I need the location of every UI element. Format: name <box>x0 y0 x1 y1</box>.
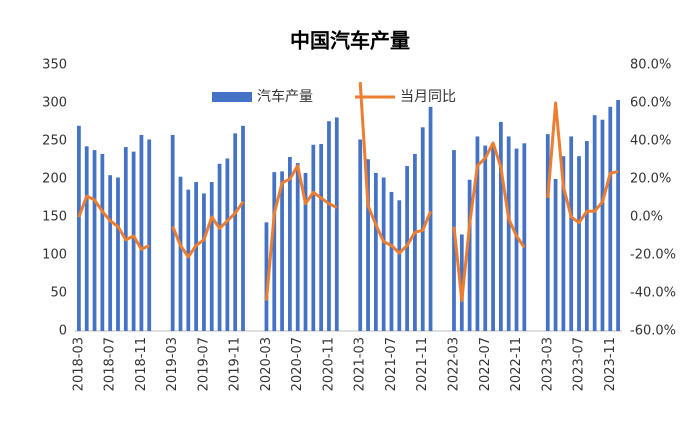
line <box>77 82 619 303</box>
bar <box>170 134 175 331</box>
bar <box>506 136 511 331</box>
y2-tick-label: 20.0% <box>630 172 671 187</box>
bar <box>303 172 308 331</box>
bar <box>108 175 113 331</box>
bar <box>116 177 120 331</box>
bar <box>288 156 292 331</box>
y2-tick-label: -60.0% <box>630 324 676 339</box>
y2-tick-label: 60.0% <box>630 96 671 111</box>
bar <box>475 136 480 331</box>
bar <box>577 156 581 331</box>
y2-tick-label: 80.0% <box>630 58 671 73</box>
bar <box>280 171 284 331</box>
bar <box>584 141 589 331</box>
bar <box>327 121 331 332</box>
bar <box>608 106 613 331</box>
x-tick-label: 2021-07 <box>384 337 399 391</box>
bar <box>553 179 558 331</box>
bar <box>366 159 370 331</box>
x-tick-label: 2020-07 <box>290 337 305 391</box>
y2-tick-label: -20.0% <box>630 248 676 263</box>
bar <box>514 148 519 331</box>
y-tick-label: 350 <box>42 58 67 73</box>
bar <box>295 163 300 331</box>
bar <box>209 182 214 331</box>
bar <box>373 172 378 331</box>
bar <box>311 144 316 331</box>
y-tick-label: 150 <box>42 210 67 225</box>
x-tick-label: 2022-11 <box>509 337 524 391</box>
x-tick-label: 2019-07 <box>196 337 211 391</box>
bar <box>264 222 269 331</box>
bar <box>194 182 198 331</box>
bar <box>499 122 503 331</box>
chart-title: 中国汽车产量 <box>290 29 410 53</box>
bar <box>202 193 206 331</box>
x-tick-label: 2018-03 <box>71 337 86 391</box>
x-tick-label: 2018-11 <box>134 337 149 391</box>
legend-swatch <box>212 92 252 102</box>
bar <box>522 143 527 331</box>
x-tick-label: 2020-03 <box>259 337 274 391</box>
bar <box>358 139 363 331</box>
bar <box>616 99 620 332</box>
y-tick-label: 0 <box>59 324 67 339</box>
bar <box>413 153 417 331</box>
bar <box>389 191 394 331</box>
bar <box>459 234 464 331</box>
y-tick-label: 100 <box>42 248 67 263</box>
bar <box>405 166 409 331</box>
y2-tick-label: 40.0% <box>630 134 671 149</box>
bar <box>77 125 81 331</box>
x-tick-label: 2023-11 <box>603 337 618 391</box>
bar <box>225 158 230 331</box>
bar <box>272 172 277 331</box>
x-tick-label: 2019-11 <box>228 337 243 391</box>
y2-tick-label: -40.0% <box>630 286 676 301</box>
y2-tick-label: 0.0% <box>630 210 663 225</box>
x-tick-label: 2021-11 <box>415 337 430 391</box>
bar <box>491 146 495 331</box>
bar <box>147 139 152 331</box>
bar <box>92 150 97 331</box>
bar <box>600 119 605 331</box>
bar <box>545 134 550 331</box>
bar <box>217 163 222 331</box>
x-tick-label: 2023-03 <box>540 337 555 391</box>
bar <box>592 115 597 331</box>
bar <box>397 200 402 331</box>
bar <box>569 136 574 331</box>
bar <box>381 177 386 331</box>
legend-label: 汽车产量 <box>257 88 313 105</box>
bar <box>178 176 183 331</box>
x-tick-label: 2019-03 <box>165 337 180 391</box>
bar <box>186 189 191 331</box>
bar <box>483 145 488 331</box>
x-tick-label: 2020-11 <box>321 337 336 391</box>
bar <box>334 117 339 331</box>
y-tick-label: 300 <box>42 96 67 111</box>
x-tick-label: 2021-03 <box>353 337 368 391</box>
bar <box>84 146 89 331</box>
bar <box>241 125 245 331</box>
legend-label: 当月同比 <box>400 89 456 105</box>
bar <box>467 179 472 331</box>
bar <box>561 156 566 331</box>
bar <box>131 151 136 331</box>
x-tick-label: 2023-07 <box>572 337 587 391</box>
bar <box>319 144 324 331</box>
bar <box>139 134 144 331</box>
bar <box>428 106 433 331</box>
x-tick-label: 2022-03 <box>446 337 461 391</box>
y-tick-label: 250 <box>42 134 67 149</box>
y-tick-label: 50 <box>50 286 67 301</box>
y-tick-label: 200 <box>42 172 67 187</box>
x-tick-label: 2022-07 <box>478 337 493 391</box>
x-tick-label: 2018-07 <box>103 337 118 391</box>
bar <box>233 133 238 331</box>
bar <box>100 153 105 331</box>
